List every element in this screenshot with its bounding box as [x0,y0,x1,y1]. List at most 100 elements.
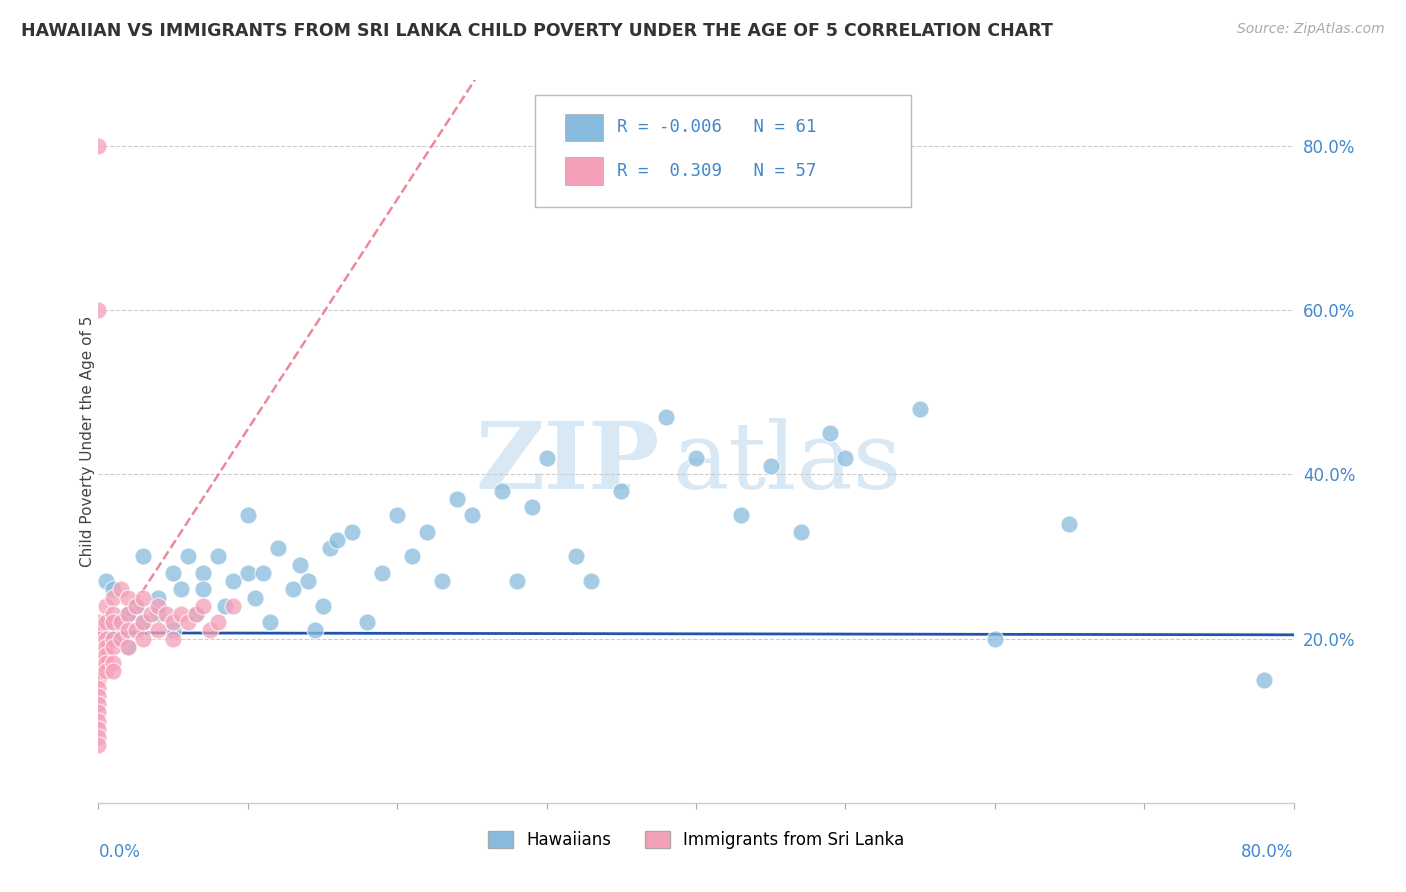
Point [191,566,214,580]
Point [222,599,245,613]
Point [1059,516,1081,531]
Text: Source: ZipAtlas.com: Source: ZipAtlas.com [1237,22,1385,37]
Point [446,491,468,506]
Point [117,640,139,654]
Point [139,607,162,621]
Point [200,624,222,638]
Point [281,582,304,597]
Point [162,615,184,630]
Point [191,582,214,597]
Point [87,722,110,736]
Point [536,450,558,465]
Point [94,648,117,662]
Point [416,524,439,539]
Point [87,698,110,712]
Point [110,632,132,646]
Point [565,549,588,564]
Point [87,303,110,318]
Point [169,582,191,597]
Point [207,615,229,630]
Point [214,599,236,613]
Point [789,524,811,539]
Point [94,665,117,679]
Point [87,648,110,662]
Point [132,632,155,646]
Point [207,549,229,564]
Point [94,615,117,630]
Point [236,566,259,580]
Point [87,665,110,679]
Text: HAWAIIAN VS IMMIGRANTS FROM SRI LANKA CHILD POVERTY UNDER THE AGE OF 5 CORRELATI: HAWAIIAN VS IMMIGRANTS FROM SRI LANKA CH… [21,22,1053,40]
Point [491,483,513,498]
Bar [565,113,603,141]
Point [1253,673,1275,687]
Point [94,599,117,613]
Point [117,640,139,654]
Point [110,582,132,597]
Point [87,615,110,630]
Point [103,591,125,605]
Point [834,450,856,465]
Point [87,624,110,638]
Point [103,632,125,646]
Point [148,607,170,621]
Legend: Hawaiians, Immigrants from Sri Lanka: Hawaiians, Immigrants from Sri Lanka [481,824,911,856]
Point [908,401,931,416]
Point [820,426,842,441]
Point [236,508,259,523]
Point [87,139,110,153]
Point [132,549,155,564]
Point [169,607,191,621]
Point [461,508,484,523]
Point [245,591,267,605]
Point [87,689,110,703]
Point [191,599,214,613]
Point [326,533,349,547]
Point [304,624,326,638]
Point [132,591,155,605]
Point [87,714,110,728]
Point [148,624,170,638]
Point [87,657,110,671]
Point [162,624,184,638]
Text: 80.0%: 80.0% [1241,843,1294,861]
Text: 0.0%: 0.0% [98,843,141,861]
FancyBboxPatch shape [534,95,911,207]
Point [259,615,281,630]
Point [87,681,110,695]
Point [125,599,148,613]
Point [103,607,125,621]
Point [356,615,378,630]
Point [984,632,1007,646]
Point [117,624,139,638]
Point [103,582,125,597]
Point [222,574,245,588]
Point [103,632,125,646]
Point [155,607,177,621]
Point [148,591,170,605]
Point [103,615,125,630]
Point [103,665,125,679]
Point [311,599,333,613]
Point [506,574,529,588]
Point [132,615,155,630]
Point [132,615,155,630]
Text: ZIP: ZIP [475,418,661,508]
Point [581,574,603,588]
Point [87,632,110,646]
Point [371,566,394,580]
Point [288,558,311,572]
Point [610,483,633,498]
Point [87,730,110,744]
Point [125,599,148,613]
Point [162,566,184,580]
Point [730,508,752,523]
Point [184,607,207,621]
Point [759,459,782,474]
Point [177,549,200,564]
Point [94,657,117,671]
Point [342,524,364,539]
Point [110,615,132,630]
Point [94,640,117,654]
Point [117,591,139,605]
